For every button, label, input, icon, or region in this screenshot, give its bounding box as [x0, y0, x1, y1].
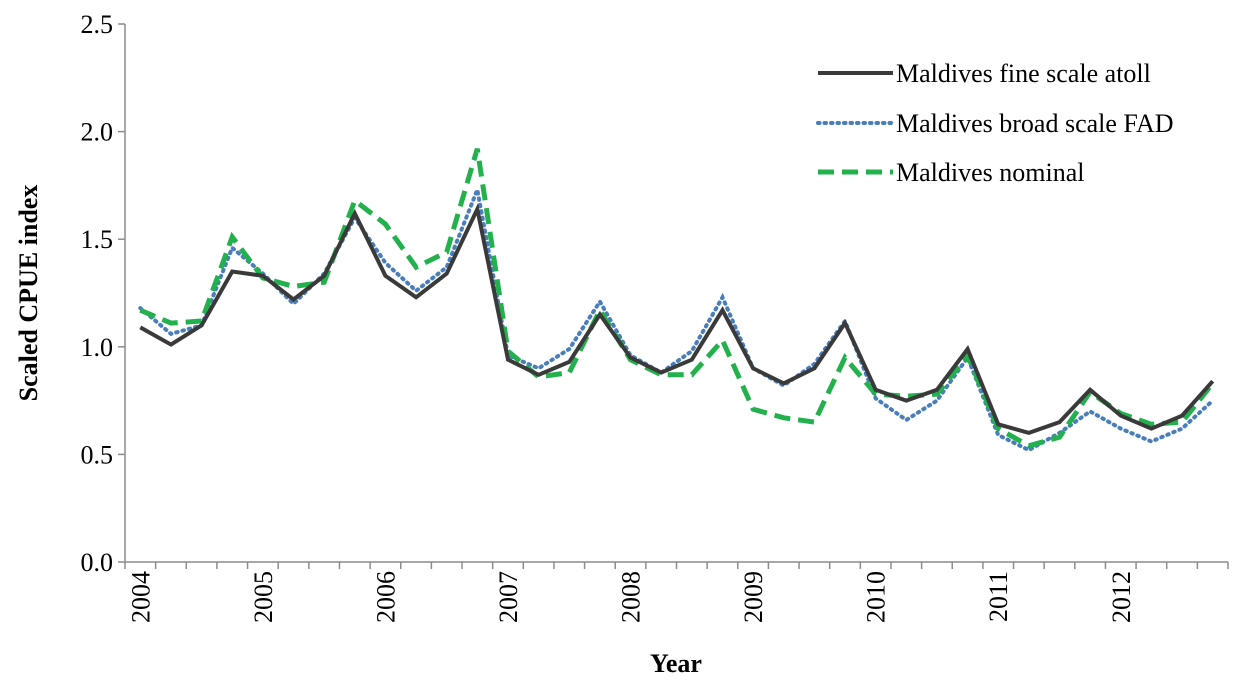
legend-item-broad-scale-fad: Maldives broad scale FAD	[816, 109, 1174, 138]
y-tick-label: 2.5	[81, 10, 114, 39]
y-axis-ticks: 0.0 0.5 1.0 1.5 2.0 2.5	[81, 10, 125, 577]
x-tick-label: 2004	[126, 571, 155, 623]
series-line-dotted	[138, 182, 1215, 453]
x-tick-label: 2006	[371, 571, 400, 623]
x-tick-label: 2010	[862, 571, 891, 623]
x-tick-label: 2011	[984, 571, 1013, 622]
legend: Maldives fine scale atoll Maldives broad…	[816, 59, 1174, 187]
series-line-solid	[139, 202, 1215, 435]
legend-item-fine-scale: Maldives fine scale atoll	[818, 59, 1151, 88]
x-tick-label: 2009	[739, 571, 768, 623]
legend-label-fine-scale: Maldives fine scale atoll	[896, 59, 1151, 88]
y-axis-title: Scaled CPUE index	[14, 185, 43, 402]
x-tick-label: 2008	[617, 571, 646, 623]
y-tick-label: 0.5	[81, 440, 114, 469]
y-tick-label: 0.0	[81, 548, 114, 577]
x-tick-label: 2012	[1107, 571, 1136, 623]
x-tick-label: 2007	[494, 571, 523, 623]
series-line-dashed	[139, 148, 1215, 449]
y-tick-label: 1.5	[81, 225, 114, 254]
y-tick-label: 2.0	[81, 118, 114, 147]
legend-label-nominal: Maldives nominal	[896, 158, 1084, 187]
plot-area: 0.00.51.01.52.02.5 2004 2005 2006 2007 2008 2…	[81, 10, 1229, 623]
series-lines	[138, 148, 1215, 453]
legend-label-broad-scale-fad: Maldives broad scale FAD	[896, 109, 1174, 138]
y-tick-label: 1.0	[81, 333, 114, 362]
legend-item-nominal: Maldives nominal	[818, 158, 1084, 187]
x-tick-label: 2005	[249, 571, 278, 623]
x-axis-title: Year	[650, 649, 702, 678]
x-axis-ticks: 2004 2005 2006 2007 2008 2009 2010 2011 2012	[124, 562, 1229, 623]
